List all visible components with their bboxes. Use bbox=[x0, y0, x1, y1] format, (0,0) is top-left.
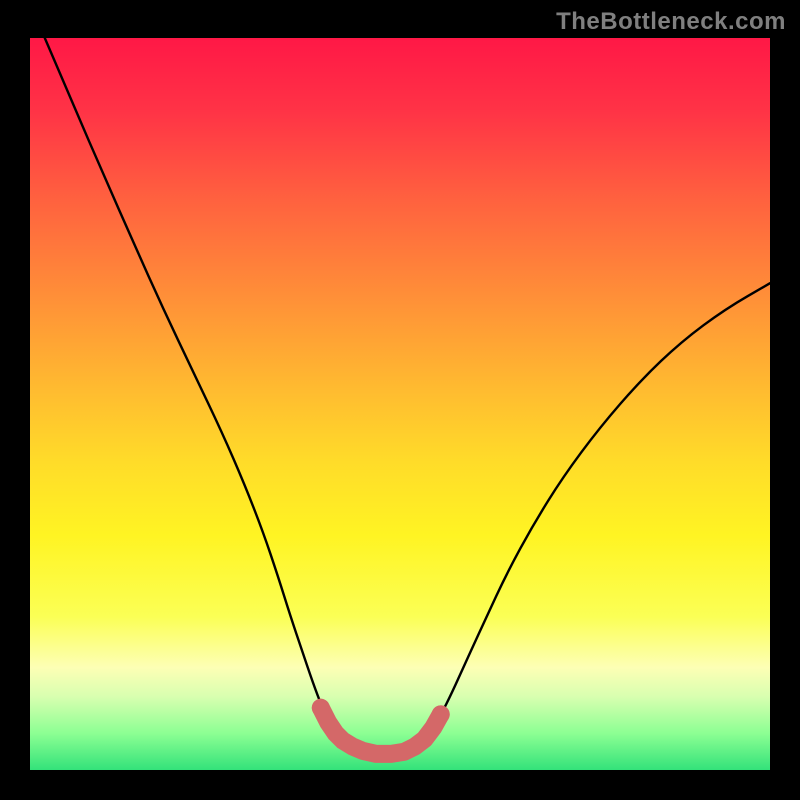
watermark-text: TheBottleneck.com bbox=[556, 8, 786, 36]
bottleneck-curve-chart bbox=[30, 38, 770, 770]
range-end-dot bbox=[432, 705, 450, 723]
plot-area bbox=[30, 38, 770, 770]
gradient-background bbox=[30, 38, 770, 770]
range-start-dot bbox=[312, 699, 330, 717]
